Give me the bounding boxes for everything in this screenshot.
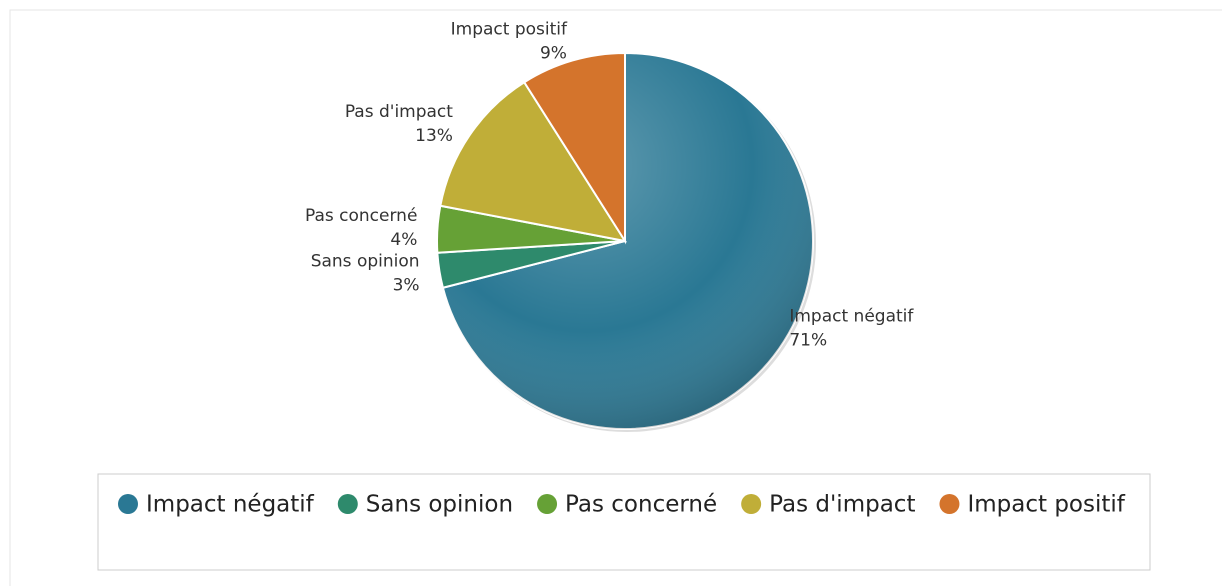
slice-value-label: 71%	[789, 330, 827, 350]
slice-label: Sans opinion	[311, 252, 420, 272]
legend-marker	[741, 494, 762, 514]
legend-label: Sans opinion	[366, 492, 513, 518]
slice-label: Pas d'impact	[345, 102, 453, 122]
legend-item: Sans opinion	[337, 492, 513, 518]
legend-item: Pas concerné	[537, 492, 717, 518]
legend-item: Impact positif	[939, 492, 1126, 518]
slice-value-label: 9%	[540, 43, 567, 63]
slice-label: Impact négatif	[789, 306, 914, 326]
slice-label: Pas concerné	[305, 206, 417, 226]
legend-item: Pas d'impact	[741, 492, 915, 518]
pie-slice	[522, 51, 626, 245]
legend-label: Pas concerné	[565, 492, 717, 518]
slice-value-label: 3%	[393, 276, 420, 296]
legend-marker	[337, 494, 358, 514]
legend-marker	[118, 494, 138, 514]
legend-item: Impact négatif	[118, 492, 315, 518]
legend-label: Impact négatif	[146, 492, 315, 518]
slice-label: Impact positif	[451, 19, 568, 39]
legend-marker	[537, 494, 558, 514]
legend-label: Pas d'impact	[769, 492, 915, 518]
legend-label: Impact positif	[967, 492, 1125, 518]
legend-marker	[939, 494, 960, 514]
legend-box	[97, 473, 1151, 571]
pie-slice	[439, 80, 628, 243]
slice-value-label: 13%	[415, 126, 453, 146]
slice-value-label: 4%	[390, 230, 417, 250]
